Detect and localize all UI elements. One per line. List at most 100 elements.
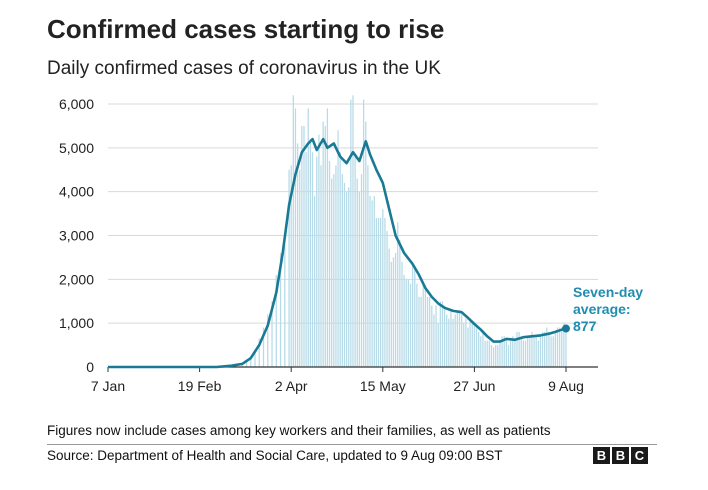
chart-subtitle: Daily confirmed cases of coronavirus in … — [47, 58, 441, 79]
daily-cases-bar — [403, 274, 405, 367]
daily-cases-bar — [516, 331, 518, 367]
daily-cases-bar — [409, 283, 412, 367]
daily-cases-bar — [292, 95, 294, 367]
daily-cases-bar — [520, 336, 522, 367]
daily-cases-bar — [369, 196, 371, 367]
daily-cases-bar — [450, 310, 452, 367]
daily-cases-bar — [495, 345, 497, 367]
daily-cases-bar — [499, 340, 501, 367]
annotation-line2: average: — [573, 301, 631, 317]
daily-cases-bar — [448, 318, 450, 367]
daily-cases-bar — [375, 217, 378, 367]
daily-cases-bar — [514, 340, 516, 367]
daily-cases-bar — [365, 121, 367, 368]
bbc-logo: B B C — [593, 447, 648, 464]
daily-cases-bar — [405, 279, 407, 367]
daily-cases-bar — [482, 331, 484, 367]
daily-cases-bar — [554, 331, 556, 367]
daily-cases-bar — [407, 279, 410, 367]
daily-cases-bar — [473, 323, 476, 367]
daily-cases-bar — [392, 257, 395, 367]
daily-cases-bar — [429, 296, 431, 367]
daily-cases-bar — [241, 363, 243, 367]
x-tick-label: 15 May — [360, 378, 406, 394]
cases-chart: 0 1,000 2,000 3,000 4,000 5,000 6,000 7 Jan 19 F… — [59, 95, 598, 394]
daily-cases-bar — [539, 336, 542, 367]
x-tick-label: 9 Aug — [548, 378, 584, 394]
y-tick-label: 0 — [86, 359, 94, 375]
daily-cases-bar — [460, 314, 463, 367]
daily-cases-bar — [456, 310, 458, 367]
daily-cases-bar — [556, 327, 559, 367]
x-tick-label: 27 Jun — [453, 378, 495, 394]
daily-cases-bar — [339, 152, 341, 367]
daily-cases-bar — [505, 340, 507, 367]
daily-cases-bar — [522, 340, 525, 367]
daily-cases-bar — [509, 340, 512, 367]
daily-cases-bar — [439, 301, 441, 367]
seven-day-average-annotation: Seven-day average: 877 — [573, 284, 643, 335]
daily-cases-bar — [544, 331, 546, 367]
daily-cases-bar — [561, 327, 563, 367]
daily-cases-bar — [531, 331, 533, 367]
daily-cases-bar — [384, 217, 386, 367]
daily-cases-bar — [527, 336, 529, 367]
daily-cases-bar — [328, 160, 331, 367]
daily-cases-bar — [367, 165, 369, 367]
y-tick-label: 6,000 — [59, 96, 94, 112]
daily-cases-bar — [546, 327, 548, 367]
daily-cases-bar — [501, 336, 503, 367]
latest-average-marker — [562, 324, 570, 333]
daily-cases-bar — [443, 305, 446, 367]
daily-cases-bar — [318, 134, 320, 367]
daily-cases-bar — [426, 296, 429, 367]
daily-cases-bar — [335, 165, 337, 367]
daily-cases-bar — [486, 340, 488, 367]
daily-cases-bar — [435, 305, 437, 367]
daily-cases-bar — [541, 331, 544, 367]
daily-cases-bar — [558, 327, 561, 367]
daily-cases-bar — [316, 156, 318, 367]
daily-cases-bar — [305, 152, 307, 367]
daily-cases-bar — [463, 323, 465, 367]
daily-cases-bar — [420, 296, 422, 367]
daily-cases-bar — [431, 305, 433, 367]
daily-cases-bar — [350, 99, 352, 367]
daily-cases-bar — [441, 301, 444, 367]
daily-cases-bar — [267, 314, 269, 367]
daily-cases-bar — [275, 274, 277, 367]
daily-cases-bar — [377, 217, 380, 367]
daily-cases-bar — [424, 288, 427, 367]
daily-cases-bar — [475, 327, 478, 367]
y-tick-label: 2,000 — [59, 271, 94, 287]
daily-cases-bar — [497, 345, 499, 367]
daily-cases-bar — [480, 336, 482, 367]
daily-cases-bar — [290, 165, 292, 367]
daily-cases-bar — [518, 331, 520, 367]
daily-cases-bar — [452, 318, 454, 367]
daily-cases-bar — [548, 331, 550, 367]
y-tick-label: 4,000 — [59, 184, 94, 200]
daily-cases-bar — [341, 174, 343, 367]
daily-cases-bar — [484, 340, 486, 367]
daily-cases-bar — [458, 310, 461, 367]
daily-cases-bar — [467, 327, 469, 367]
daily-cases-bar — [399, 239, 401, 367]
daily-cases-bar — [371, 200, 373, 367]
daily-cases-bar — [271, 301, 273, 367]
daily-cases-bar — [380, 217, 382, 367]
daily-cases-bar — [254, 349, 256, 367]
daily-cases-bar — [478, 331, 480, 367]
daily-cases-bar — [394, 253, 397, 367]
daily-cases-bar — [537, 340, 539, 367]
daily-cases-bar — [294, 108, 297, 367]
daily-cases-bar — [512, 336, 514, 367]
daily-cases-bar — [533, 336, 535, 367]
daily-cases-bar — [529, 336, 531, 367]
annotation-value: 877 — [573, 318, 597, 334]
daily-cases-bar — [322, 121, 324, 368]
daily-cases-bar — [507, 345, 510, 367]
daily-cases-bar — [307, 108, 309, 367]
daily-cases-bar — [565, 327, 567, 367]
daily-cases-bar — [490, 345, 493, 367]
